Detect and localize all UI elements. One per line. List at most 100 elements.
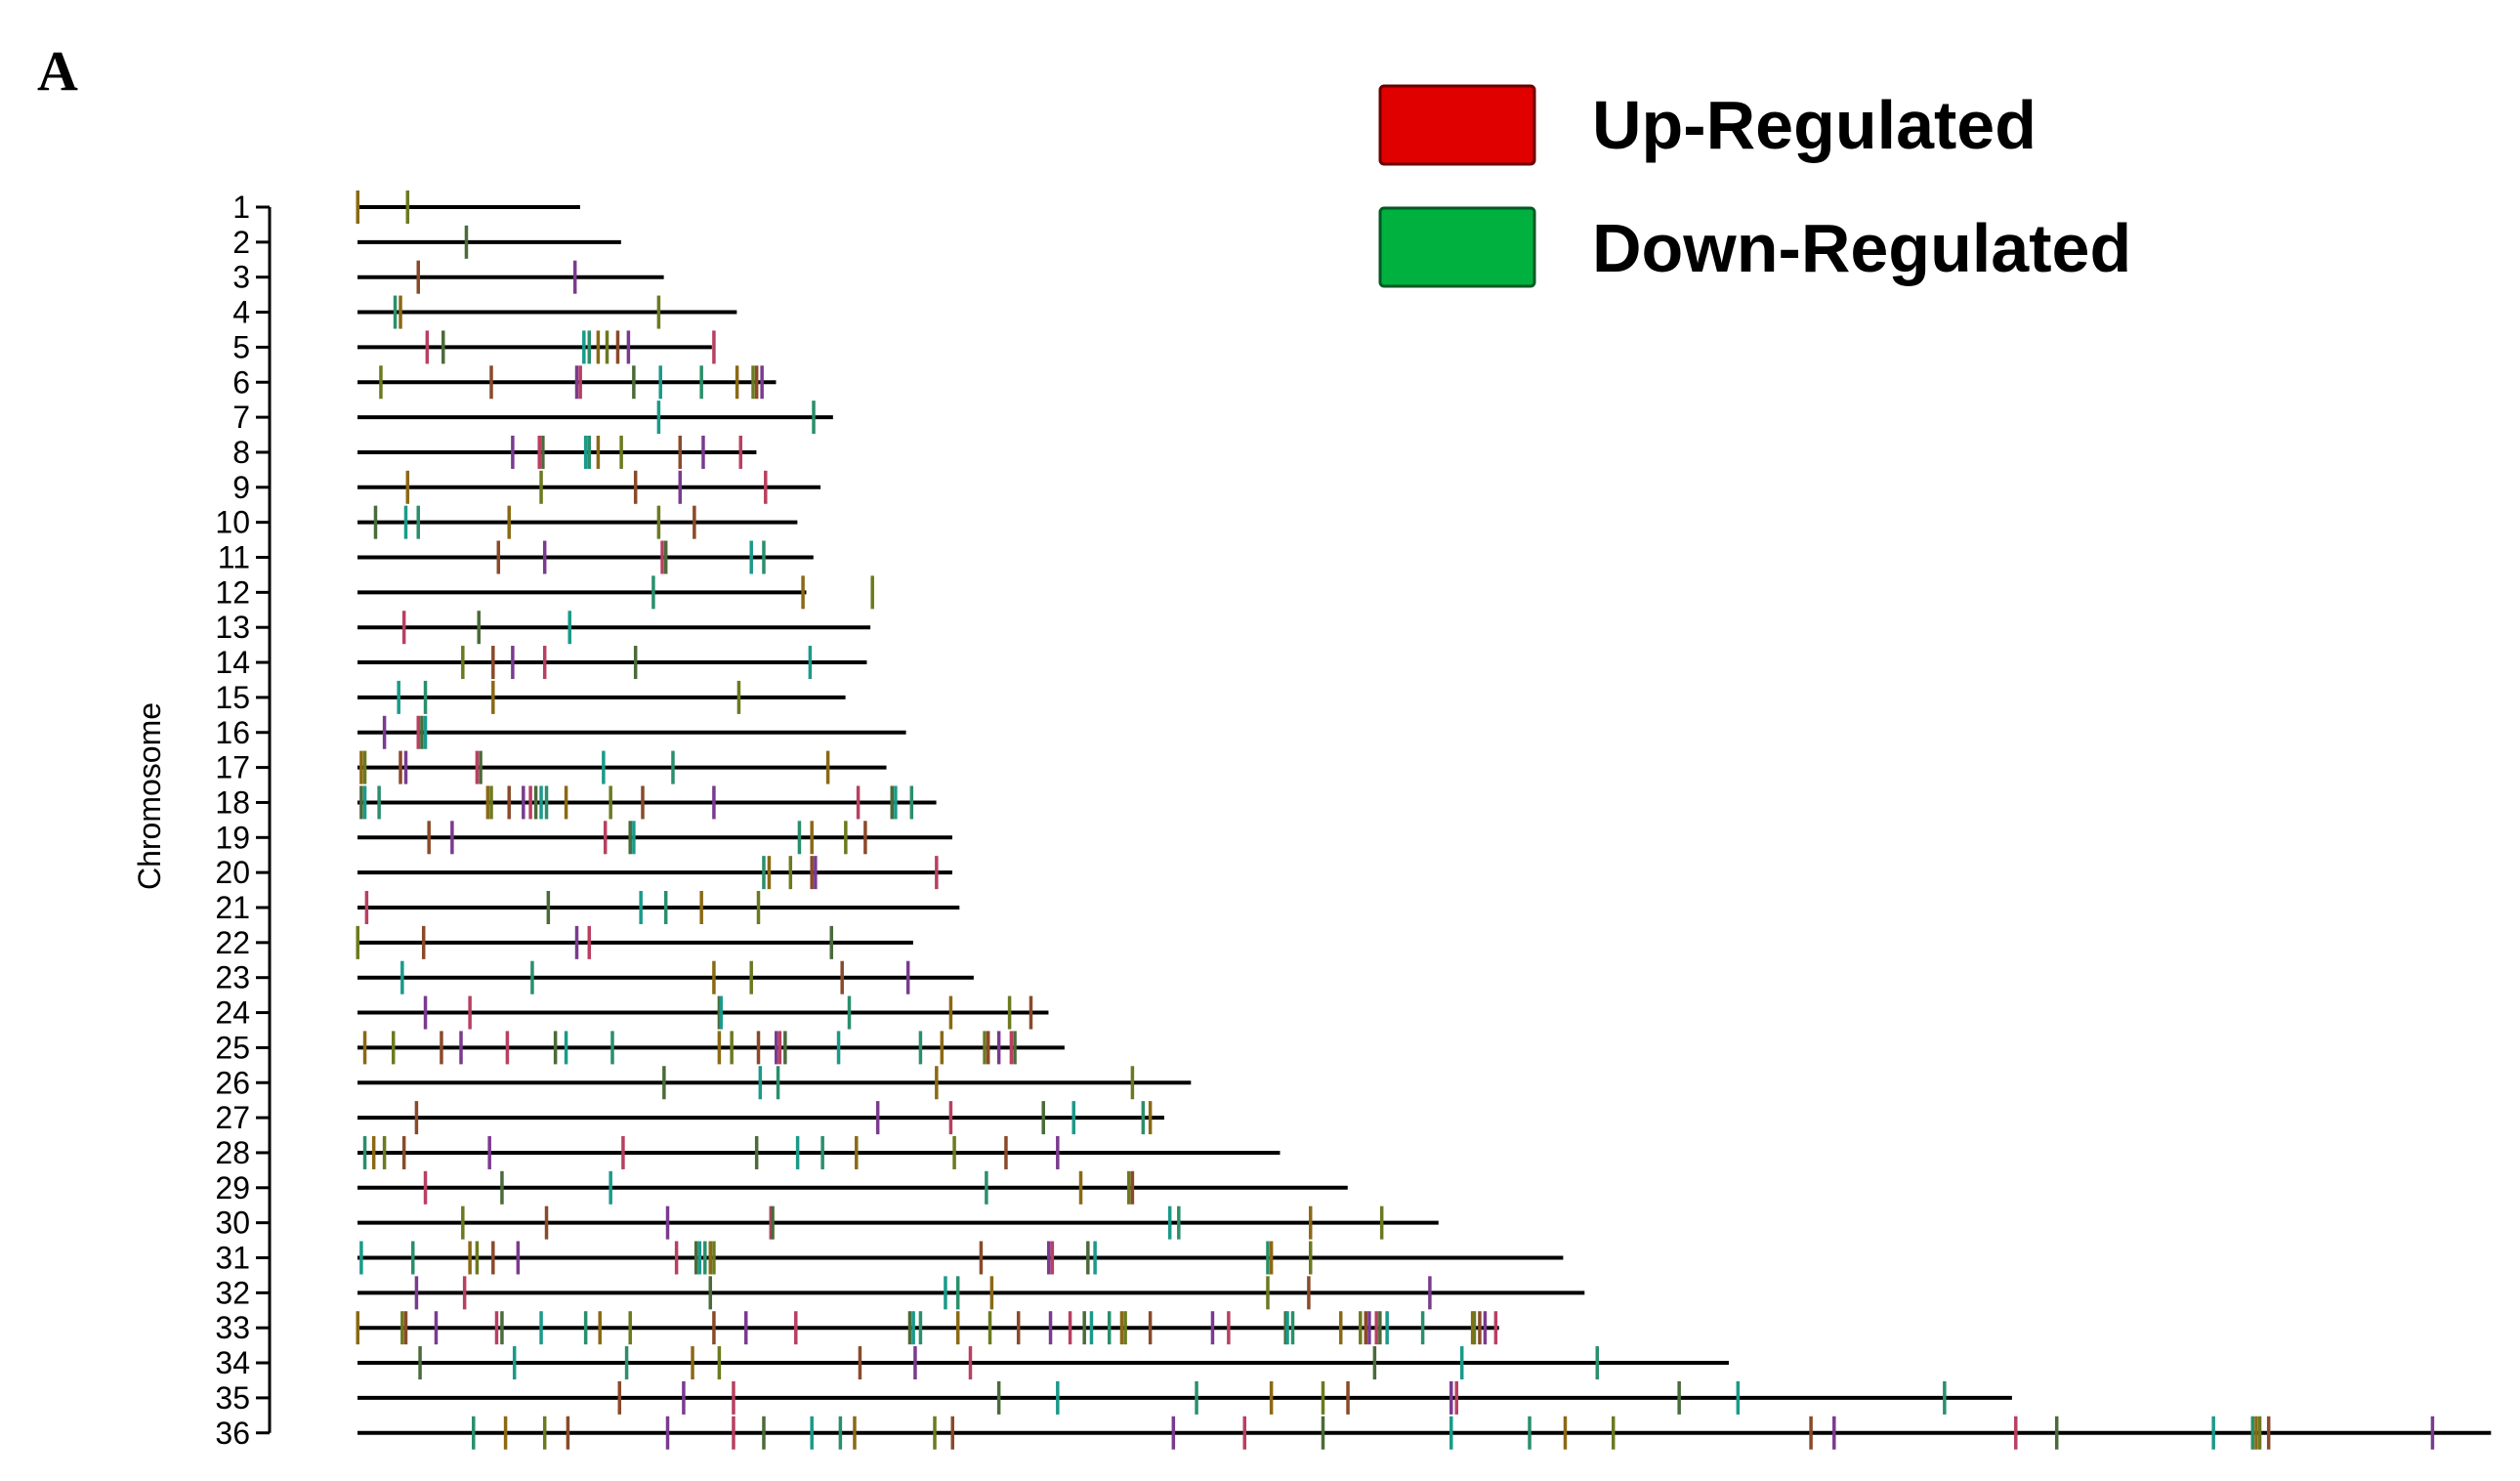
gene-marker xyxy=(542,646,547,680)
chromosome-track xyxy=(356,1311,1499,1345)
gene-marker xyxy=(539,785,543,820)
gene-marker xyxy=(621,1135,625,1169)
gene-marker xyxy=(537,435,541,469)
chromosome-label: 21 xyxy=(215,890,250,925)
gene-marker xyxy=(986,1031,990,1065)
chromosome-track xyxy=(357,575,874,610)
chromosome-label: 34 xyxy=(215,1345,250,1380)
gene-marker xyxy=(693,505,696,539)
gene-marker xyxy=(574,365,579,400)
gene-marker xyxy=(423,715,428,749)
gene-marker xyxy=(693,1241,698,1275)
chromosome-track xyxy=(357,401,833,435)
gene-marker xyxy=(1449,1380,1453,1415)
panel-label: A xyxy=(37,39,78,103)
gene-marker xyxy=(633,470,638,504)
chromosome-track xyxy=(357,750,887,784)
legend-swatch-down xyxy=(1378,206,1536,288)
gene-marker xyxy=(1029,995,1033,1030)
chromosome-track xyxy=(357,435,757,469)
gene-marker xyxy=(1119,1311,1124,1345)
gene-marker xyxy=(582,330,586,364)
gene-marker xyxy=(411,1241,415,1275)
gene-marker xyxy=(632,821,636,855)
gene-marker xyxy=(856,785,861,820)
gene-marker xyxy=(362,750,367,784)
gene-marker xyxy=(421,925,426,959)
chromosome-label: 5 xyxy=(232,329,250,364)
gene-marker xyxy=(1056,1380,1060,1415)
gene-marker xyxy=(1374,1311,1378,1345)
gene-marker xyxy=(836,1031,841,1065)
gene-marker xyxy=(505,1031,510,1065)
gene-marker xyxy=(948,995,953,1030)
gene-marker xyxy=(996,1380,1001,1415)
gene-marker xyxy=(440,1031,443,1065)
gene-marker xyxy=(397,680,400,714)
gene-marker xyxy=(983,1031,987,1065)
gene-marker xyxy=(491,1241,495,1275)
gene-marker xyxy=(617,1380,622,1415)
chromosome-track xyxy=(357,365,777,400)
gene-marker xyxy=(401,611,406,645)
chromosome-label: 36 xyxy=(215,1416,250,1451)
gene-marker xyxy=(708,1276,713,1310)
gene-marker xyxy=(671,750,675,784)
gene-marker xyxy=(769,1206,774,1240)
gene-marker xyxy=(758,1066,763,1100)
gene-marker xyxy=(356,925,359,959)
gene-marker xyxy=(461,646,465,680)
chromosome-label: 1 xyxy=(232,190,250,225)
gene-marker xyxy=(583,435,588,469)
gene-marker xyxy=(489,365,493,400)
gene-marker xyxy=(762,1416,766,1450)
chromosome-label: 28 xyxy=(215,1135,250,1170)
gene-marker xyxy=(2430,1416,2435,1450)
gene-marker xyxy=(461,1206,465,1240)
gene-marker xyxy=(587,330,592,364)
gene-marker xyxy=(1167,1206,1172,1240)
gene-marker xyxy=(996,1031,1001,1065)
gene-marker xyxy=(416,715,420,749)
chromosome-label: 33 xyxy=(215,1310,250,1345)
gene-marker xyxy=(544,1206,549,1240)
gene-marker xyxy=(1009,1031,1014,1065)
chromosome-track xyxy=(357,330,716,364)
gene-marker xyxy=(840,960,844,994)
gene-marker xyxy=(712,1311,716,1345)
gene-marker xyxy=(665,1206,670,1240)
gene-marker xyxy=(379,365,383,400)
chromosome-track xyxy=(357,995,1049,1030)
gene-marker xyxy=(1472,1311,1477,1345)
gene-marker xyxy=(853,1416,857,1450)
gene-marker xyxy=(507,505,511,539)
gene-marker xyxy=(425,330,430,364)
gene-marker xyxy=(393,295,398,329)
gene-marker xyxy=(2254,1416,2258,1450)
gene-marker xyxy=(359,750,363,784)
gene-marker xyxy=(1130,1066,1135,1100)
gene-marker xyxy=(462,1276,467,1310)
gene-marker xyxy=(950,1416,954,1450)
chromosome-label: 26 xyxy=(215,1065,250,1100)
chromosome-track xyxy=(357,470,821,504)
gene-marker xyxy=(500,1311,504,1345)
gene-marker xyxy=(459,1031,463,1065)
gene-marker xyxy=(699,891,703,924)
gene-marker xyxy=(553,1031,558,1065)
gene-marker xyxy=(609,785,612,820)
gene-marker xyxy=(1050,1241,1055,1275)
gene-marker xyxy=(743,1311,748,1345)
gene-marker xyxy=(450,821,454,855)
gene-marker xyxy=(511,435,515,469)
chromosome-label: 12 xyxy=(215,574,250,610)
gene-marker xyxy=(955,1311,960,1345)
chromosome-track xyxy=(357,960,974,994)
gene-marker xyxy=(756,891,761,924)
gene-marker xyxy=(564,1031,568,1065)
gene-marker xyxy=(918,1311,923,1345)
gene-marker xyxy=(400,1311,404,1345)
gene-marker xyxy=(1563,1416,1568,1450)
gene-marker xyxy=(712,330,716,364)
gene-marker xyxy=(940,1031,945,1065)
